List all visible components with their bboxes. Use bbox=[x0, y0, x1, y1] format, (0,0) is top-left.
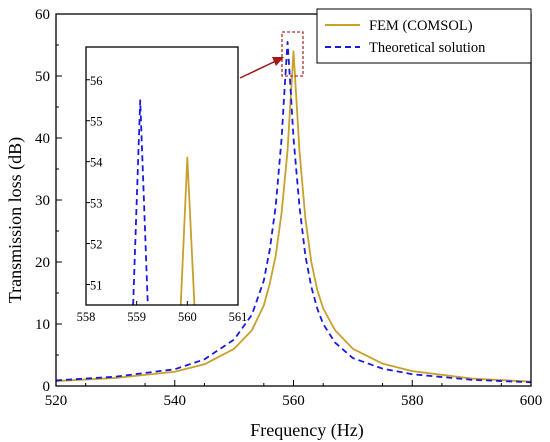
inset-series-line-fem bbox=[179, 156, 196, 305]
inset-y-tick-label: 54 bbox=[90, 156, 103, 170]
inset-x-tick-label: 559 bbox=[127, 310, 146, 324]
y-axis-title: Transmission loss (dB) bbox=[5, 137, 26, 303]
main-y-tick-label: 30 bbox=[35, 193, 50, 209]
legend: FEM (COMSOL) Theoretical solution bbox=[316, 8, 532, 64]
main-series-line-theoretical bbox=[56, 41, 531, 384]
inset-y-tick-label: 55 bbox=[90, 115, 103, 129]
main-x-tick-label: 560 bbox=[282, 393, 305, 409]
legend-box bbox=[316, 8, 532, 64]
legend-label-theory: Theoretical solution bbox=[369, 40, 486, 56]
main-axis-ticks: 520 540 560 580 600 0 10 20 30 40 50 60 bbox=[35, 7, 542, 409]
inset-y-tick-label: 51 bbox=[90, 279, 103, 293]
main-y-tick-label: 40 bbox=[35, 131, 50, 147]
zoom-arrow-line bbox=[239, 59, 279, 79]
main-x-tick-label: 520 bbox=[45, 393, 68, 409]
main-series-line-fem bbox=[56, 50, 531, 383]
legend-label-fem: FEM (COMSOL) bbox=[369, 18, 473, 34]
main-y-tick-label: 0 bbox=[43, 379, 51, 395]
inset-y-tick-label: 52 bbox=[90, 238, 103, 252]
main-series-group bbox=[56, 41, 531, 384]
inset-x-tick-label: 561 bbox=[229, 310, 248, 324]
x-axis-title: Frequency (Hz) bbox=[250, 420, 363, 441]
main-x-tick-label: 580 bbox=[401, 393, 424, 409]
zoom-region-box bbox=[281, 31, 304, 77]
inset-series-line-theoretical bbox=[132, 99, 149, 305]
main-x-tick-label: 600 bbox=[520, 393, 543, 409]
inset-x-tick-label: 558 bbox=[77, 310, 96, 324]
zoom-arrow-head bbox=[272, 57, 284, 66]
main-y-tick-label: 50 bbox=[35, 69, 50, 85]
inset-axis-ticks: 558 559 560 561 51 52 53 54 55 56 bbox=[77, 46, 248, 324]
main-y-tick-label: 20 bbox=[35, 255, 50, 271]
main-y-tick-label: 60 bbox=[35, 7, 50, 23]
inset-plot-frame bbox=[85, 46, 239, 306]
inset-y-tick-label: 56 bbox=[90, 74, 103, 88]
inset-series-group bbox=[132, 99, 196, 305]
main-x-tick-label: 540 bbox=[164, 393, 187, 409]
main-y-tick-label: 10 bbox=[35, 317, 50, 333]
inset-y-tick-label: 53 bbox=[90, 197, 103, 211]
inset-background bbox=[85, 46, 239, 306]
inset-x-tick-label: 560 bbox=[178, 310, 197, 324]
